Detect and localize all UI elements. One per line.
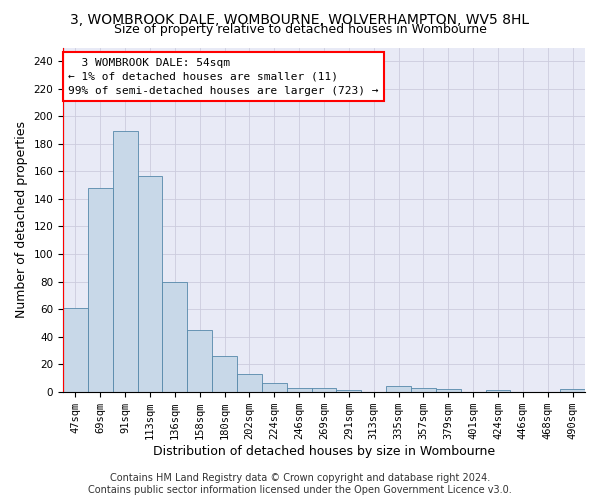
Bar xyxy=(113,132,137,392)
Bar xyxy=(485,390,511,392)
Text: Size of property relative to detached houses in Wombourne: Size of property relative to detached ho… xyxy=(113,22,487,36)
Bar xyxy=(287,388,311,392)
Text: 3 WOMBROOK DALE: 54sqm
← 1% of detached houses are smaller (11)
99% of semi-deta: 3 WOMBROOK DALE: 54sqm ← 1% of detached … xyxy=(68,58,379,96)
Bar xyxy=(137,176,163,392)
Bar xyxy=(411,388,436,392)
Bar xyxy=(436,389,461,392)
Bar xyxy=(237,374,262,392)
Bar xyxy=(212,356,237,392)
Bar xyxy=(262,384,287,392)
Bar xyxy=(187,330,212,392)
Bar xyxy=(63,308,88,392)
Bar xyxy=(337,390,361,392)
X-axis label: Distribution of detached houses by size in Wombourne: Distribution of detached houses by size … xyxy=(153,444,495,458)
Bar xyxy=(163,282,187,392)
Bar xyxy=(311,388,337,392)
Bar xyxy=(88,188,113,392)
Text: 3, WOMBROOK DALE, WOMBOURNE, WOLVERHAMPTON, WV5 8HL: 3, WOMBROOK DALE, WOMBOURNE, WOLVERHAMPT… xyxy=(70,12,530,26)
Bar xyxy=(386,386,411,392)
Text: Contains HM Land Registry data © Crown copyright and database right 2024.
Contai: Contains HM Land Registry data © Crown c… xyxy=(88,474,512,495)
Bar xyxy=(560,389,585,392)
Y-axis label: Number of detached properties: Number of detached properties xyxy=(15,121,28,318)
